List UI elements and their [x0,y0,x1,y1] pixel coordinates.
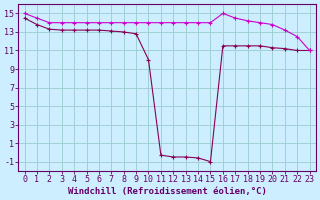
X-axis label: Windchill (Refroidissement éolien,°C): Windchill (Refroidissement éolien,°C) [68,187,267,196]
